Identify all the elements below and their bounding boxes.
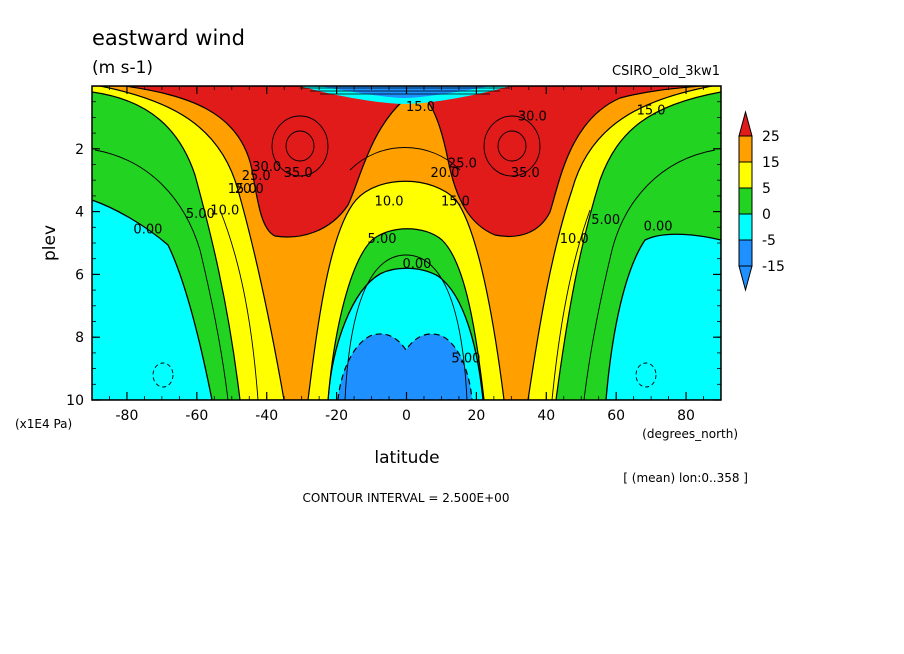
averaging-note: [ (mean) lon:0..358 ] — [623, 471, 748, 485]
contour-labels: 35.0 35.030.030.025.020.015.010.05.000.00… — [133, 100, 672, 366]
contour-label: 10.0 — [210, 204, 239, 219]
contour-label: 0.00 — [133, 223, 162, 238]
x-axis-ticks: -80 -60 -40 -20 0 20 40 60 80 — [91, 86, 722, 424]
x-tick-label: -80 — [116, 408, 139, 424]
contour-label: 15.0 — [406, 100, 435, 115]
contour-label: 20.0 — [430, 166, 459, 181]
colorbar-segment — [738, 187, 753, 215]
contour-label: 10.0 — [375, 194, 404, 209]
colorbar-bottom-arrow — [738, 265, 753, 292]
contour-field — [92, 86, 721, 400]
colorbar-level-label: 25 — [762, 129, 780, 145]
x-axis-label: latitude — [374, 448, 439, 468]
x-tick-label: -20 — [325, 408, 348, 424]
y-axis-ticks: 2 4 6 8 10 — [66, 101, 721, 409]
colorbar-segment — [738, 135, 753, 163]
colorbar-legend: 25 15 5 0 -5 -15 — [738, 110, 785, 292]
x-tick-label: 60 — [607, 408, 625, 424]
x-tick-label: 20 — [467, 408, 485, 424]
colorbar-level-label: 15 — [762, 155, 780, 171]
contour-label: 5.00 — [591, 213, 620, 228]
y-tick-label: 4 — [75, 205, 84, 221]
contour-label: 5.00 — [186, 207, 215, 222]
x-tick-label: 40 — [537, 408, 555, 424]
contour-label: 5.00 — [451, 351, 480, 366]
y-axis-label: plev — [40, 225, 60, 261]
x-tick-label: 80 — [677, 408, 695, 424]
colorbar-top-arrow — [738, 110, 753, 137]
y-axis-units: (x1E4 Pa) — [15, 417, 72, 431]
contour-label: 25.0 — [448, 157, 477, 172]
colorbar-segment — [738, 213, 753, 241]
colorbar-level-label: 5 — [762, 181, 771, 197]
contour-label: 0.00 — [403, 257, 432, 272]
contour-label: 0.00 — [644, 219, 673, 234]
y-tick-label: 8 — [75, 330, 84, 346]
colorbar-segment — [738, 161, 753, 189]
contour-label: 10.0 — [560, 232, 589, 247]
contour-label: 35.0 — [511, 166, 540, 181]
contour-label: 35.0 — [284, 166, 313, 181]
contour-label: 15.0 — [228, 182, 257, 197]
contour-interval-note: CONTOUR INTERVAL = 2.500E+00 — [303, 491, 510, 505]
contour-label: 20.0 — [235, 182, 264, 197]
contour-label: 25.0 — [242, 169, 271, 184]
colorbar-segment — [738, 239, 753, 267]
x-tick-label: 0 — [402, 408, 411, 424]
contour-label: 5.00 — [368, 232, 397, 247]
colorbar-level-label: -5 — [762, 233, 776, 249]
contour-label: 30.0 — [518, 110, 547, 125]
y-tick-label: 10 — [66, 393, 84, 409]
x-axis-units: (degrees_north) — [642, 427, 738, 441]
contour-label: 30.0 — [252, 160, 281, 175]
dataset-name: CSIRO_old_3kw1 — [612, 64, 720, 79]
chart-units: (m s-1) — [92, 58, 153, 78]
contour-label: 15.0 — [637, 103, 666, 118]
colorbar-level-label: -15 — [762, 259, 785, 275]
chart-title: eastward wind — [92, 26, 245, 50]
y-tick-label: 2 — [75, 142, 84, 158]
contour-label: 15.0 — [441, 194, 470, 209]
x-tick-label: -60 — [185, 408, 208, 424]
colorbar-level-label: 0 — [762, 207, 771, 223]
y-tick-label: 6 — [75, 267, 84, 283]
x-tick-label: -40 — [255, 408, 278, 424]
